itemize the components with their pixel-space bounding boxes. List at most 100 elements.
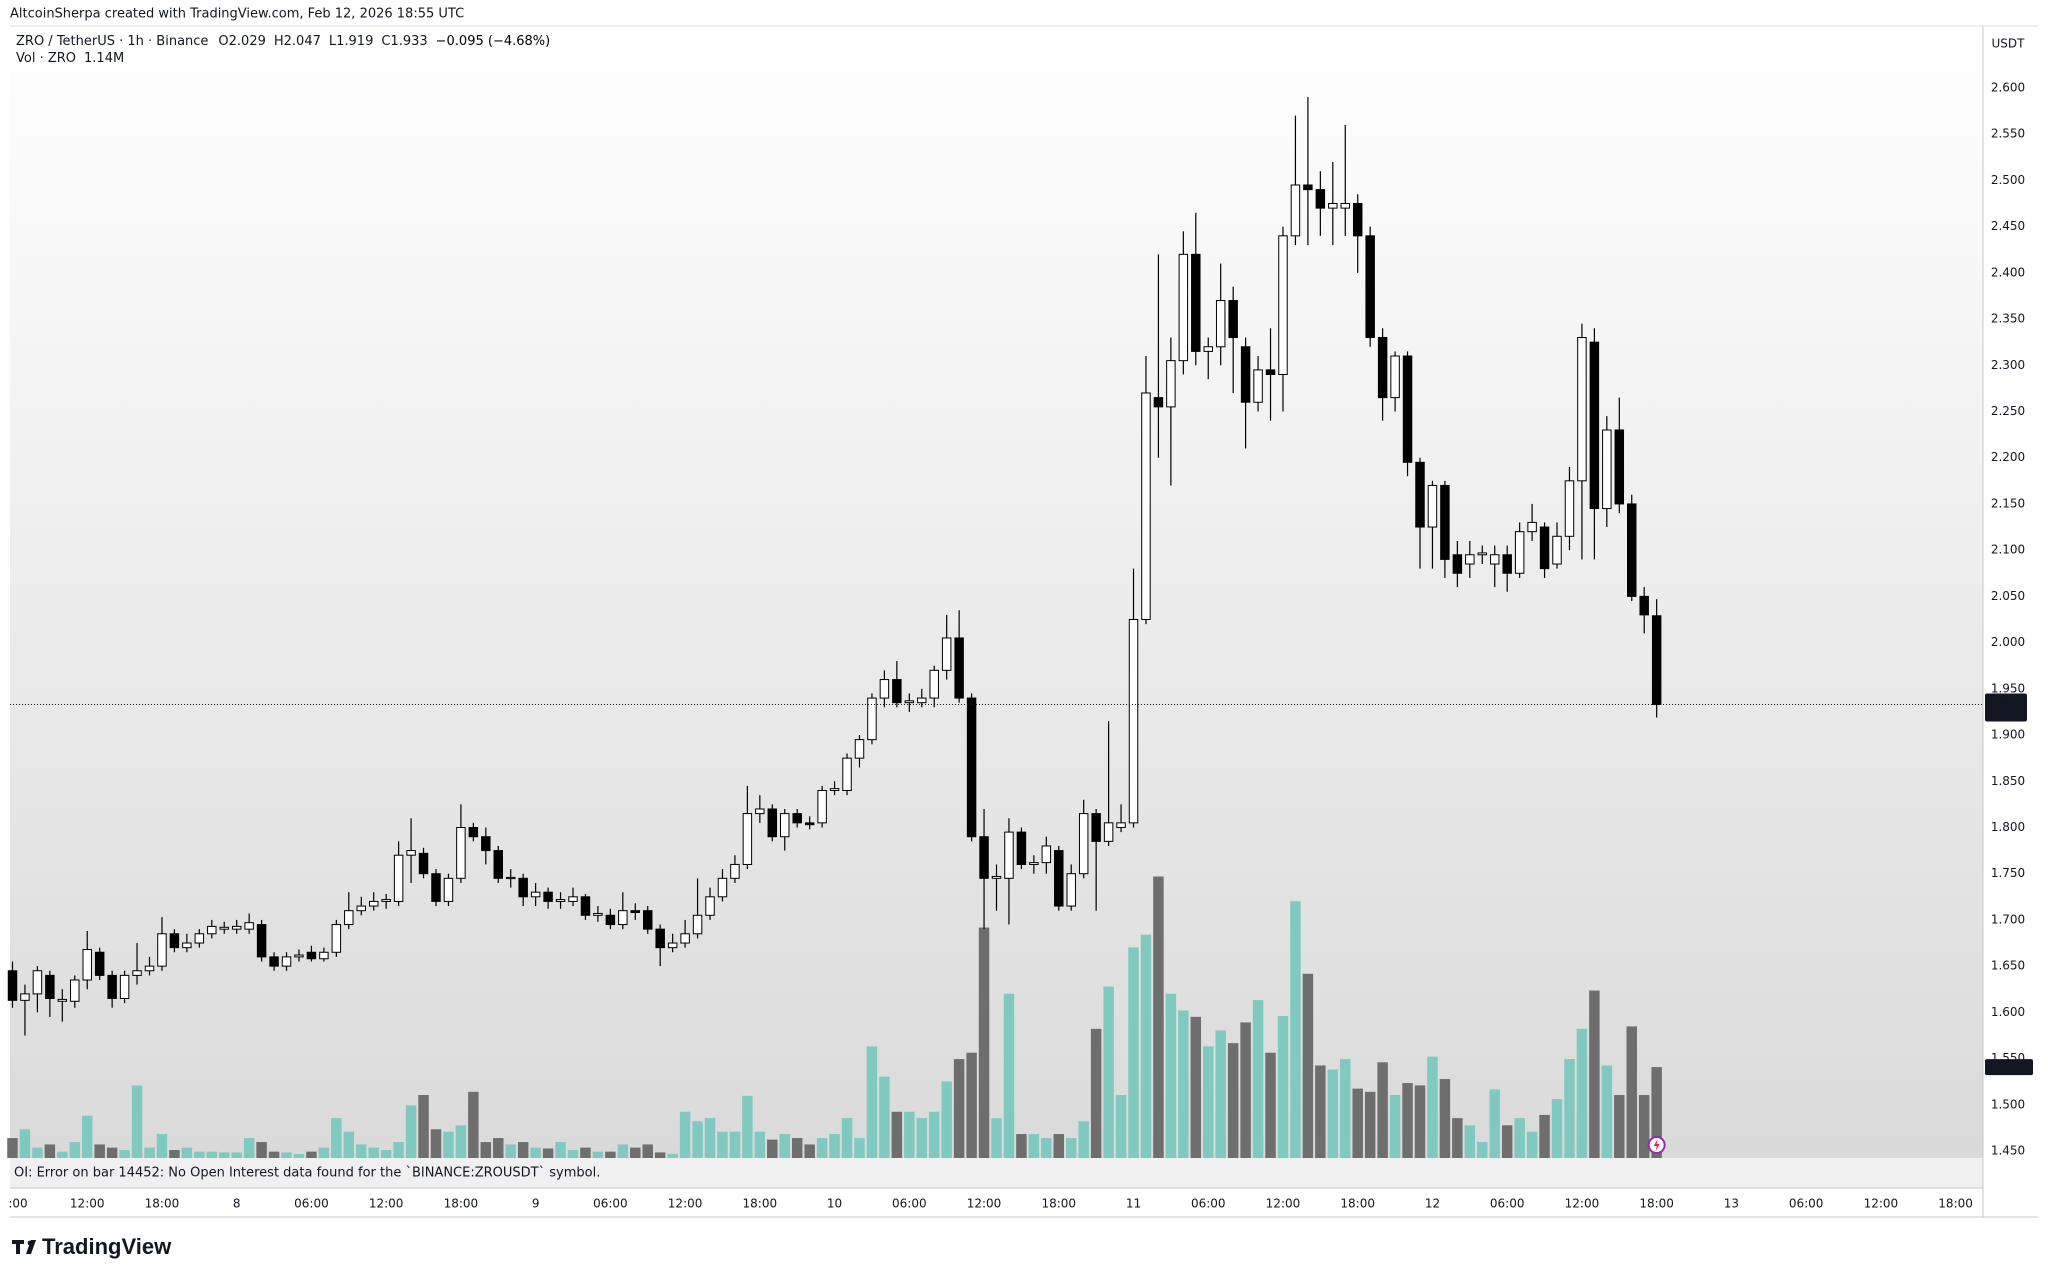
volume-bar: [243, 1138, 255, 1158]
volume-bar: [767, 1139, 778, 1158]
y-tick-label: 1.700: [1991, 912, 2025, 926]
y-tick-label: 1.850: [1991, 774, 2025, 788]
candle-body: [219, 926, 229, 930]
volume-bar: [1389, 1094, 1401, 1158]
candle-body: [792, 813, 802, 824]
credit: AltcoinSherpa created with TradingView.c…: [10, 7, 464, 22]
volume-bar: [306, 1151, 317, 1158]
candle-body: [605, 914, 616, 926]
volume-bar: [468, 1091, 479, 1158]
candle-body: [1191, 253, 1201, 352]
candle-body: [979, 836, 989, 879]
candle-body: [1589, 341, 1600, 510]
volume-bar: [1439, 1079, 1451, 1158]
candle-body: [157, 933, 167, 967]
volume-bar: [380, 1150, 392, 1158]
volume-bar: [829, 1134, 840, 1158]
candle-body: [207, 925, 217, 935]
pane-background: [10, 26, 1983, 1188]
notice: OI: Error on bar 14452: No Open Interest…: [14, 1166, 600, 1181]
candle-body: [1303, 184, 1313, 191]
volume-bar: [1564, 1059, 1575, 1158]
candle-body: [1091, 813, 1101, 842]
x-tick-label: 12:00: [1864, 1197, 1899, 1211]
volume-legend-value: 1.14M: [84, 51, 124, 66]
y-tick-label: 2.100: [1991, 543, 2025, 557]
y-tick-label: 1.500: [1991, 1097, 2025, 1111]
candle-body: [804, 822, 815, 826]
candle-body: [256, 924, 267, 958]
x-tick-label: :00: [8, 1197, 27, 1211]
candle-body: [929, 669, 939, 699]
candle-body: [169, 933, 180, 949]
ohlc-letter: C: [381, 34, 390, 49]
volume-bar: [1551, 1098, 1563, 1158]
volume-bar: [1203, 1046, 1214, 1158]
volume-bar: [1215, 1030, 1226, 1158]
volume-bar: [1601, 1065, 1613, 1158]
y-tick-label: 1.950: [1991, 681, 2025, 695]
volume-bar: [542, 1148, 554, 1158]
x-tick-label: 9: [532, 1197, 540, 1211]
x-tick-label: 12:00: [967, 1197, 1002, 1211]
volume-bar: [1638, 1094, 1650, 1158]
x-tick-label: 13: [1724, 1197, 1739, 1211]
volume-bar: [1227, 1043, 1239, 1158]
candle-body: [7, 970, 18, 1001]
volume-bar: [1128, 947, 1139, 1158]
ohlc-legend: ZRO / TetherUS · 1h · Binance O2.029 H2.04…: [16, 34, 550, 49]
volume-bar: [1452, 1118, 1463, 1158]
candle-body: [57, 998, 68, 1002]
ohlc-letter: O: [218, 34, 228, 49]
volume-bar: [331, 1118, 342, 1158]
candle-body: [618, 910, 628, 926]
candle-body: [481, 836, 491, 852]
volume-bar: [81, 1115, 93, 1158]
volume-bar: [754, 1131, 766, 1158]
volume-bar: [405, 1105, 417, 1158]
volume-bar: [978, 927, 990, 1158]
volume-bar: [1053, 1134, 1065, 1158]
volume-bar: [156, 1134, 168, 1158]
candle-body: [344, 910, 354, 926]
volume-bar: [368, 1147, 379, 1158]
candle-body: [1452, 554, 1463, 574]
volume-bar: [206, 1151, 218, 1158]
y-tick-label: 2.400: [1991, 265, 2025, 279]
volume-bars: [7, 876, 1662, 1158]
volume-bar: [966, 1052, 977, 1158]
volume-bar: [1489, 1089, 1500, 1158]
volume-bar: [916, 1118, 927, 1158]
volume-bar: [194, 1151, 205, 1158]
candle-body: [1639, 595, 1649, 616]
volume-bar: [94, 1144, 105, 1158]
volume-bar: [1614, 1094, 1625, 1158]
volume-bar: [555, 1142, 566, 1158]
volume-bar: [953, 1059, 965, 1158]
x-tick-label: 18:00: [1041, 1197, 1076, 1211]
currency-label[interactable]: USDT: [1992, 37, 2026, 51]
candle-body: [1502, 554, 1512, 574]
volume-bar: [106, 1147, 118, 1158]
last-price-label: 1.933: [1989, 694, 2023, 708]
volume-bar: [742, 1095, 753, 1158]
volume-bar: [1539, 1114, 1550, 1158]
candle-body: [94, 951, 105, 976]
alert-bolt: [1653, 1139, 1660, 1151]
candle-body: [1078, 813, 1089, 875]
volume-bar: [1402, 1083, 1413, 1158]
y-tick-label: 2.000: [1991, 635, 2025, 649]
candle-body: [269, 956, 279, 967]
volume-bar: [293, 1154, 305, 1158]
volume-bar: [1190, 1016, 1202, 1158]
candle-body: [717, 877, 728, 898]
candle-body: [705, 896, 715, 916]
x-tick-label: 18:00: [1938, 1197, 1973, 1211]
y-tick-label: 2.200: [1991, 450, 2025, 464]
candle-body: [842, 757, 852, 791]
candle-body: [1489, 554, 1500, 565]
ohlc-value: 2.047: [284, 34, 321, 49]
candle-body: [1178, 253, 1189, 362]
candle-body: [568, 896, 578, 902]
candle-body: [829, 788, 840, 791]
